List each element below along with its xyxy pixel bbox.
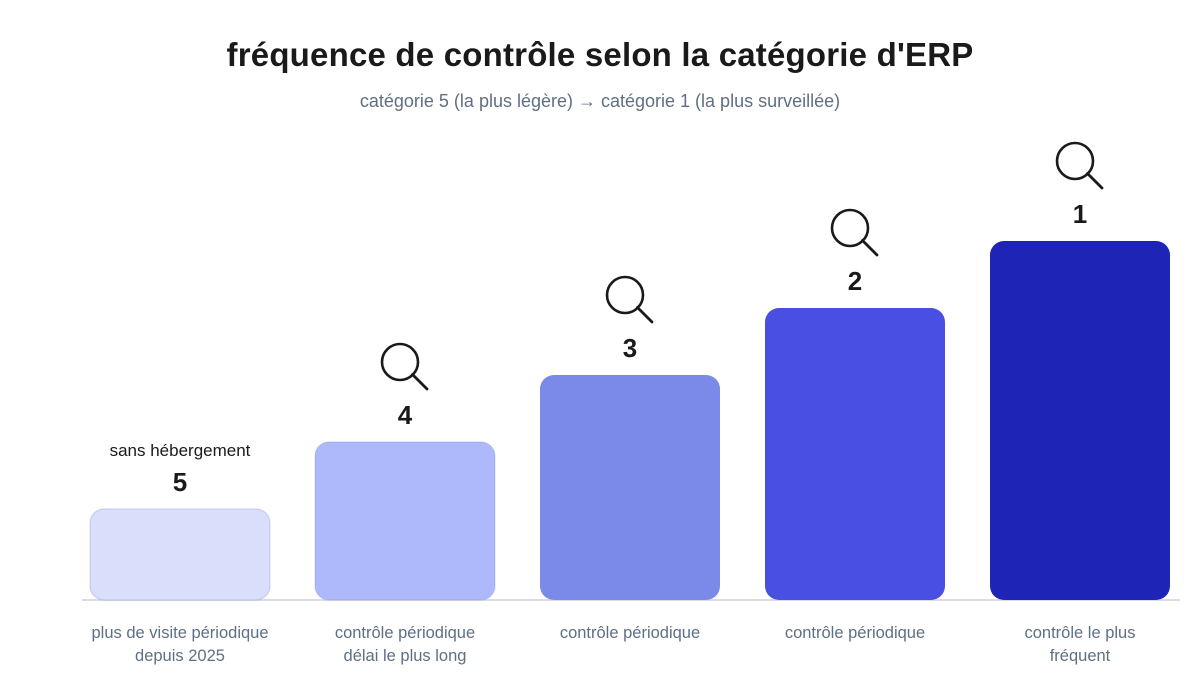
bar-label-category-2: 2 — [848, 266, 862, 296]
bar-category-5 — [89, 508, 271, 601]
annotation-category-5: sans hébergement — [110, 441, 251, 460]
magnifier-icon — [1055, 141, 1104, 190]
chart-subtitle: catégorie 5 (la plus légère) → catégorie… — [359, 91, 841, 111]
x-tick-label-category-2-line-1: contrôle périodique — [785, 624, 925, 642]
x-tick-label-category-5-line-1: plus de visite périodique — [91, 624, 268, 642]
magnifier-icon — [380, 342, 429, 391]
x-tick-label-category-1-line-2: fréquent — [1050, 647, 1111, 665]
x-tick-label-category-5-line-2: depuis 2025 — [135, 647, 225, 665]
x-tick-label-category-4-line-2: délai le plus long — [344, 647, 467, 665]
x-tick-label-category-3-line-1: contrôle périodique — [560, 624, 700, 642]
magnifier-icon — [605, 275, 654, 324]
bar-label-category-1: 1 — [1073, 199, 1087, 229]
bar-label-category-4: 4 — [398, 400, 413, 430]
magnifier-icon — [830, 208, 879, 257]
bar-category-2 — [765, 308, 945, 600]
x-tick-label-category-4-line-1: contrôle périodique — [335, 624, 475, 642]
chart-title: fréquence de contrôle selon la catégorie… — [226, 36, 974, 73]
bar-label-category-5: 5 — [173, 467, 187, 497]
bar-label-category-3: 3 — [623, 333, 637, 363]
bar-category-3 — [540, 375, 720, 600]
x-tick-label-category-1-line-1: contrôle le plus — [1025, 624, 1136, 642]
bar-category-1 — [990, 241, 1170, 600]
bar-category-4 — [314, 441, 496, 601]
